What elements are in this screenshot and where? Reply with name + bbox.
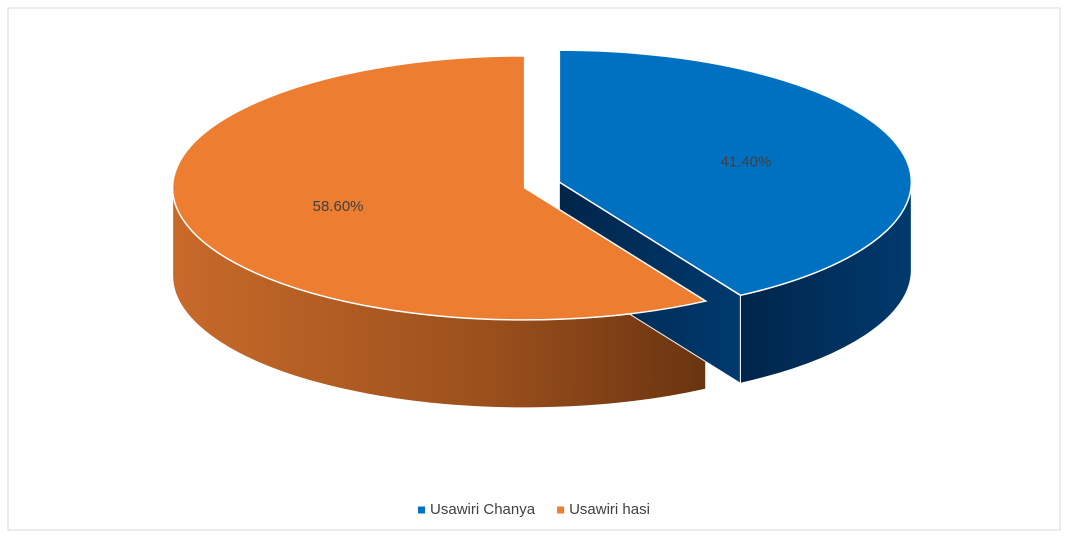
legend-swatch [418, 506, 426, 514]
legend-item: Usawiri hasi [557, 501, 650, 518]
legend-swatch [557, 506, 565, 514]
slice [171, 55, 708, 321]
data-label: 41.40% [720, 154, 771, 171]
legend-label: Usawiri hasi [569, 501, 650, 518]
pie: 41.40% 58.60% [171, 49, 913, 409]
data-label: 58.60% [313, 198, 364, 215]
slice [558, 49, 913, 297]
legend-item: Usawiri Chanya [418, 501, 536, 518]
legend-label: Usawiri Chanya [430, 501, 536, 518]
legend: Usawiri Chanya Usawiri hasi [418, 501, 650, 518]
